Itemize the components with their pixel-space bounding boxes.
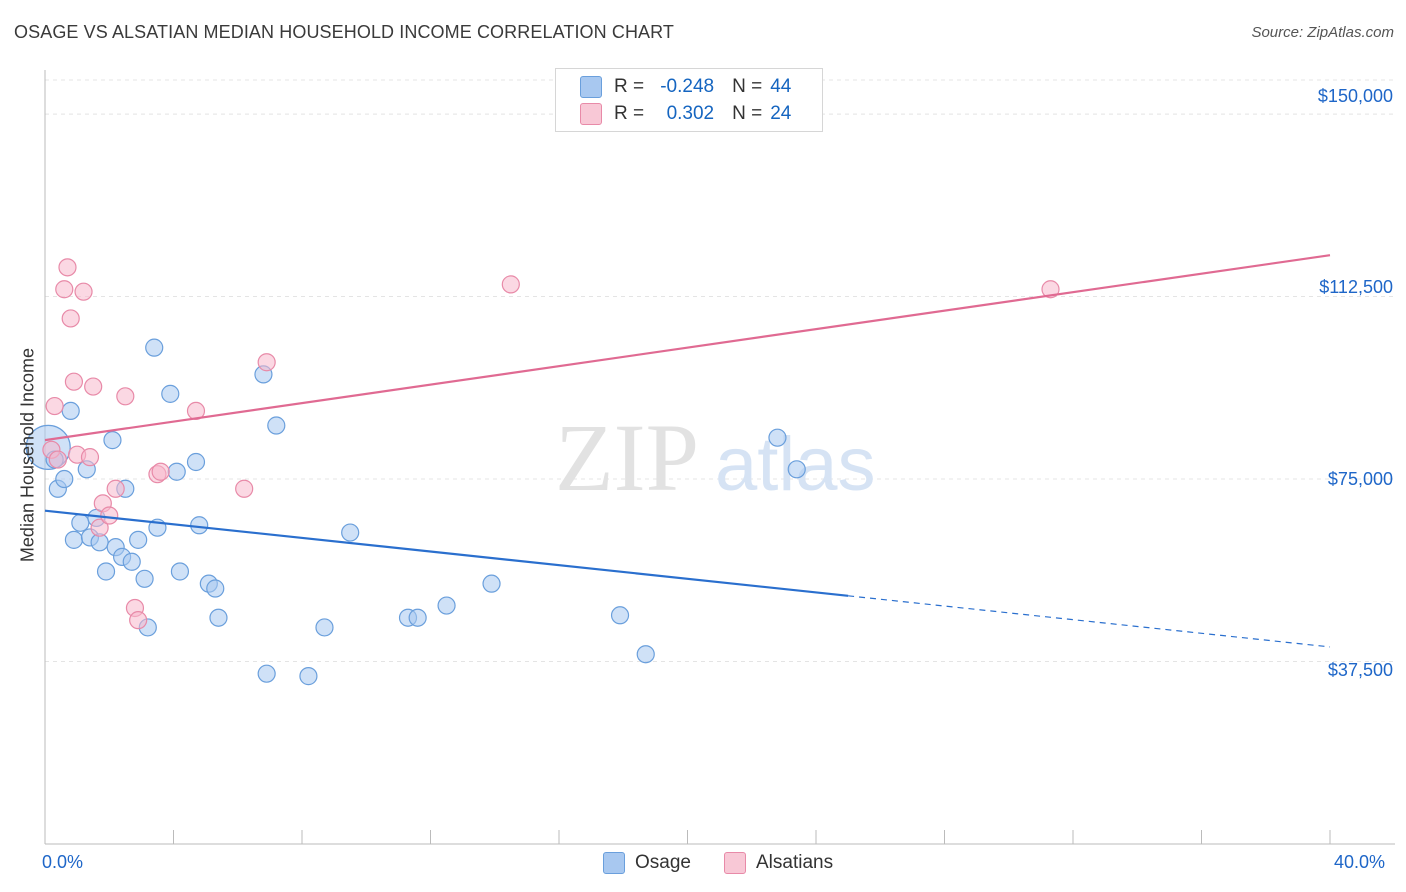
grid-lines [45,79,1395,663]
trend-line-extension-osage [848,595,1331,648]
point-alsatians [257,353,276,372]
point-alsatians [106,479,125,498]
legend-swatch-osage [580,76,602,98]
point-alsatians [74,282,93,301]
chart-title: OSAGE VS ALSATIAN MEDIAN HOUSEHOLD INCOM… [14,22,675,42]
point-osage [267,416,286,435]
bottom-legend-swatch-osage [603,852,625,874]
point-osage [64,530,84,549]
bottom-legend-label-alsatians: Alsatians [756,852,834,873]
legend-r-label: R = [614,103,645,124]
point-osage [787,460,806,479]
data-points [25,258,1060,686]
point-alsatians [84,377,103,396]
legend-n-label: N = [732,76,763,97]
bottom-legend-swatch-alsatians [724,852,746,874]
point-osage [145,338,164,357]
point-osage [437,596,456,615]
x-tick-label-min: 0.0% [42,852,84,872]
watermark: ZIP atlas [555,404,876,511]
point-osage [135,569,154,588]
point-alsatians [58,258,77,277]
point-osage [610,606,630,625]
legend-n-value-alsatians: 24 [770,103,792,124]
point-alsatians [80,448,100,467]
point-osage [103,431,122,450]
point-alsatians [64,372,84,391]
point-alsatians [235,479,254,498]
point-osage [206,579,225,598]
point-alsatians [501,275,520,294]
legend-row-alsatians: R = 0.302 N = 24 [580,102,791,126]
point-alsatians [116,387,135,406]
point-osage [161,384,180,403]
source-label: Source: ZipAtlas.com [1251,24,1394,41]
point-osage [341,523,360,542]
point-osage [482,574,501,593]
point-osage [190,516,209,535]
point-alsatians [151,462,170,481]
point-alsatians [1041,280,1060,299]
legend-swatch-alsatians [580,103,602,125]
legend-n-value-osage: 44 [770,76,792,97]
point-osage [315,618,334,637]
legend-n-label: N = [732,103,763,124]
point-osage [61,401,80,421]
point-alsatians [61,309,80,328]
point-osage [96,562,116,581]
point-osage [299,667,318,686]
watermark-zip: ZIP [555,404,699,511]
correlation-legend: R = -0.248 N = 44 R = 0.302 N = 24 [555,68,823,132]
point-osage [170,562,190,581]
point-osage [209,608,228,627]
point-osage [55,469,74,489]
y-tick-label-75000: $75,000 [1327,469,1393,489]
bottom-legend-osage: Osage [603,852,691,874]
point-alsatians [90,518,109,537]
y-tick-label-150000: $150,000 [1317,86,1393,106]
point-osage [129,530,148,549]
point-alsatians [100,506,119,525]
y-axis-label: Median Household Income [17,347,38,563]
point-osage [71,513,90,532]
bottom-legend-alsatians: Alsatians [724,852,833,874]
y-tick-label-37500: $37,500 [1327,660,1393,680]
trend-line-alsatians [44,254,1331,442]
legend-r-value-alsatians: 0.302 [666,103,715,124]
point-alsatians [45,396,64,416]
trend-lines [44,254,1331,648]
bottom-legend-label-osage: Osage [635,852,691,873]
point-osage [636,645,655,664]
point-osage [167,462,186,481]
legend-r-label: R = [614,76,645,97]
point-osage [768,428,787,447]
point-alsatians [55,280,74,299]
point-osage [122,552,141,571]
point-alsatians [48,450,67,469]
legend-r-value-osage: -0.248 [660,76,715,97]
point-osage [186,452,206,472]
point-alsatians [129,611,148,630]
point-osage [257,664,276,683]
x-tick-label-max: 40.0% [1334,852,1386,872]
y-tick-label-112500: $112,500 [1319,277,1393,297]
legend-row-osage: R = -0.248 N = 44 [580,75,791,99]
point-osage [408,608,427,627]
trend-line-osage [44,509,849,597]
